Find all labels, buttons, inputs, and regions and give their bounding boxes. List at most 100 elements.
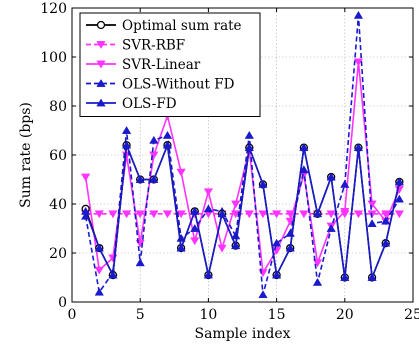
data-point-ols-without-fd — [353, 10, 364, 19]
data-point-svr-rbf — [176, 210, 186, 219]
data-point-svr-rbf — [353, 210, 364, 219]
data-point-svr-rbf — [326, 210, 336, 219]
data-point-svr-rbf — [94, 210, 104, 219]
data-point-ols-fd — [135, 175, 145, 183]
data-point-svr-rbf — [271, 210, 282, 219]
x-tick-label: 15 — [268, 307, 286, 323]
series-ols-without-fd — [81, 10, 404, 299]
data-point-ols-without-fd — [244, 130, 254, 139]
data-point-ols-fd — [285, 243, 295, 252]
data-point-ols-fd — [162, 140, 173, 149]
data-point-svr-linear — [149, 151, 159, 160]
data-point-ols-fd — [258, 179, 268, 188]
data-point-svr-rbf — [394, 210, 404, 219]
data-point-ols-fd — [217, 209, 227, 218]
data-point-ols-fd — [271, 270, 282, 279]
data-point-svr-rbf — [162, 210, 173, 219]
data-point-ols-without-fd — [271, 238, 282, 247]
data-point-svr-linear — [203, 188, 214, 197]
y-axis-label: Sum rate (bps) — [18, 102, 34, 208]
data-point-ols-fd — [367, 273, 377, 281]
legend-swatch-marker — [96, 98, 106, 107]
x-axis-label: Sample index — [194, 326, 290, 342]
data-point-ols-fd — [108, 270, 118, 279]
legend-swatch-marker — [96, 79, 106, 87]
legend-swatch-marker — [96, 41, 106, 49]
series-svr-rbf — [81, 210, 404, 219]
data-point-ols-fd — [340, 273, 350, 281]
data-point-ols-without-fd — [203, 204, 214, 213]
y-tick-label: 40 — [49, 197, 67, 213]
data-point-ols-fd — [381, 238, 391, 247]
y-tick-label: 20 — [49, 246, 67, 262]
y-tick-label: 100 — [40, 50, 67, 66]
data-point-svr-linear — [312, 259, 323, 268]
legend-label: OLS-Without FD — [122, 77, 235, 93]
legend-label: SVR-Linear — [122, 57, 201, 73]
data-point-svr-rbf — [108, 210, 118, 219]
legend-swatch-marker — [96, 20, 106, 30]
series-ols-fd — [81, 140, 404, 281]
ticks: 0 5 10 15 20 25 0 20 40 60 80 100 120 — [40, 1, 419, 323]
data-point-ols-fd — [190, 206, 200, 215]
y-tick-label: 80 — [49, 99, 67, 115]
data-point-ols-fd — [326, 172, 336, 181]
x-tick-label: 5 — [136, 307, 145, 323]
data-point-ols-fd — [299, 143, 309, 152]
x-tick-label: 10 — [199, 307, 217, 323]
data-point-ols-without-fd — [94, 287, 104, 296]
data-point-ols-without-fd — [326, 224, 336, 232]
data-point-ols-fd — [94, 243, 104, 252]
data-point-svr-rbf — [244, 210, 254, 219]
data-point-svr-rbf — [149, 210, 159, 219]
data-point-ols-fd — [149, 175, 159, 183]
data-point-svr-linear — [81, 173, 91, 182]
data-point-ols-fd — [121, 140, 132, 149]
data-point-ols-fd — [244, 143, 254, 152]
y-tick-label: 120 — [40, 1, 67, 17]
data-point-ols-without-fd — [190, 224, 200, 232]
x-tick-label: 20 — [336, 307, 354, 323]
data-point-ols-fd — [312, 209, 323, 218]
data-point-svr-rbf — [135, 210, 145, 219]
data-point-svr-linear — [176, 168, 186, 177]
legend-item-ols-fd: OLS-FD — [86, 96, 177, 112]
data-point-ols-without-fd — [394, 194, 404, 203]
data-point-svr-linear — [231, 200, 241, 209]
legend-label: SVR-RBF — [122, 38, 185, 54]
data-point-ols-without-fd — [135, 258, 145, 267]
x-tick-label: 25 — [404, 307, 419, 323]
data-point-ols-fd — [176, 243, 186, 252]
data-point-ols-without-fd — [312, 277, 323, 286]
legend: Optimal sum rate SVR-RBF SVR-Linear OLS-Wit… — [79, 12, 261, 117]
legend-item-optimal-sum-rate: Optimal sum rate — [86, 18, 242, 34]
data-point-ols-fd — [81, 206, 91, 215]
data-point-svr-linear — [190, 237, 200, 246]
data-point-ols-without-fd — [340, 179, 350, 188]
y-tick-label: 0 — [58, 295, 67, 311]
series-line-ols-without-fd — [84, 14, 401, 296]
legend-item-svr-linear: SVR-Linear — [86, 57, 201, 73]
legend-item-ols-without-fd: OLS-Without FD — [86, 77, 235, 93]
data-point-ols-without-fd — [299, 165, 309, 174]
data-point-svr-rbf — [121, 210, 132, 219]
data-point-ols-without-fd — [258, 290, 268, 299]
legend-swatch-marker — [96, 60, 106, 69]
y-tick-label: 60 — [49, 148, 67, 164]
data-point-svr-linear — [340, 207, 350, 216]
data-point-ols-without-fd — [381, 216, 391, 225]
data-point-svr-linear — [217, 244, 227, 253]
data-point-ols-fd — [231, 241, 241, 250]
data-point-svr-linear — [367, 200, 377, 209]
legend-label: Optimal sum rate — [122, 18, 242, 34]
data-point-ols-fd — [353, 143, 364, 152]
series-layer — [81, 10, 404, 299]
data-point-ols-fd — [203, 270, 214, 279]
data-point-svr-rbf — [299, 210, 309, 219]
data-point-ols-without-fd — [367, 219, 377, 227]
legend-label: OLS-FD — [122, 96, 177, 112]
x-tick-label: 0 — [68, 307, 77, 323]
data-point-svr-rbf — [258, 210, 268, 219]
data-point-svr-linear — [353, 58, 364, 67]
